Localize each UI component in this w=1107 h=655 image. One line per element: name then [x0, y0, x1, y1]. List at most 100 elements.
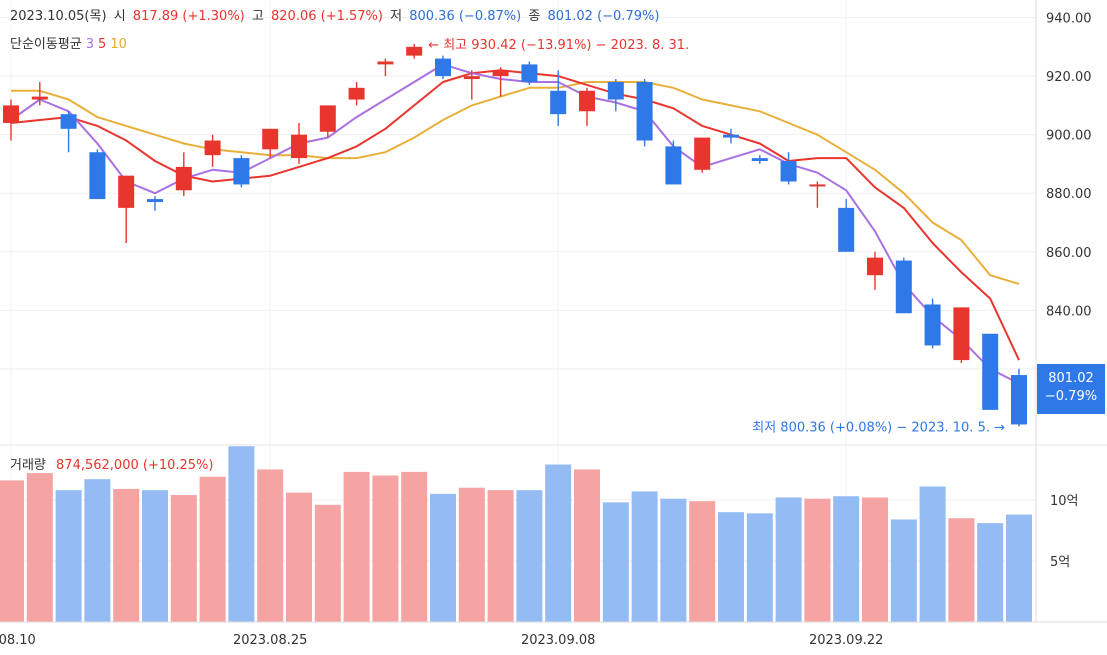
candle-body — [147, 199, 163, 203]
volume-bar — [545, 464, 572, 622]
volume-bar — [142, 490, 168, 622]
volume-bar — [804, 498, 831, 622]
volume-value: 874,562,000 (+10.25%) — [56, 458, 214, 473]
volume-bar — [113, 488, 140, 622]
candle-body — [867, 257, 883, 276]
candle-body — [291, 134, 307, 159]
price-tick-label: 840.00 — [1046, 304, 1092, 319]
volume-bar — [689, 501, 716, 622]
candle-body — [953, 307, 970, 361]
ma5-line — [10, 69, 1020, 361]
candle-body — [31, 96, 48, 100]
candle-body — [809, 184, 826, 187]
candle-body — [435, 58, 451, 77]
volume-bar — [574, 469, 600, 622]
candle-body — [377, 61, 394, 65]
price-tick-label: 880.00 — [1046, 187, 1092, 202]
candle-body — [694, 137, 711, 170]
volume-bar — [660, 498, 687, 622]
candle-body — [118, 175, 135, 208]
candle-body — [579, 90, 595, 112]
volume-bar — [372, 475, 399, 622]
volume-bar — [343, 471, 370, 622]
candle-body — [636, 81, 653, 141]
candle-body — [780, 161, 797, 182]
low-label: 저 — [390, 9, 403, 24]
header-date: 2023.10.05(목) — [10, 9, 107, 24]
candle-body — [89, 152, 106, 200]
candle-body — [175, 166, 192, 191]
candle-body — [204, 140, 221, 156]
volume-bar — [919, 486, 946, 622]
x-tick-label: 2023.09.22 — [809, 633, 883, 648]
price-tick-label: 920.00 — [1046, 70, 1092, 85]
candle-body — [895, 260, 912, 314]
volume-bar — [1006, 514, 1032, 622]
volume-bar — [977, 523, 1004, 622]
volume-tick-label: 5억 — [1050, 555, 1070, 570]
current-price-tag: 801.02 −0.79% — [1037, 364, 1105, 414]
candle-body — [3, 105, 19, 123]
candle-body — [1011, 375, 1027, 425]
candle-body — [982, 333, 999, 410]
low-value: 800.36 (−0.87%) — [409, 9, 522, 24]
price-tick-label: 940.00 — [1046, 12, 1092, 27]
volume-bar — [257, 469, 284, 622]
volume-bar — [26, 473, 53, 622]
current-price-change: −0.79% — [1044, 389, 1098, 404]
high-annotation: ← 최고 930.42 (−13.91%) − 2023. 8. 31. — [428, 38, 689, 53]
candle-body — [665, 146, 682, 185]
volume-bar — [890, 519, 917, 622]
ma10-line — [11, 81, 1020, 285]
ma5-legend: 5 — [98, 37, 107, 52]
candle-body — [521, 64, 538, 82]
x-tick-label: 2023.09.08 — [521, 633, 595, 648]
volume-bar — [516, 490, 543, 622]
volume-bar — [833, 496, 860, 622]
volume-bar — [430, 493, 456, 622]
volume-legend: 거래량 874,562,000 (+10.25%) — [10, 454, 213, 473]
volume-bar — [718, 512, 744, 622]
volume-bar — [401, 471, 428, 622]
candle-body — [406, 46, 423, 56]
x-tick-label: 2023.08.25 — [233, 633, 307, 648]
volume-bar — [199, 476, 226, 622]
close-label: 종 — [528, 9, 541, 24]
ma3-line — [10, 63, 1020, 385]
price-tick-label: 900.00 — [1046, 129, 1092, 144]
volume-bar — [55, 490, 82, 622]
volume-bar — [746, 513, 773, 622]
volume-label: 거래량 — [10, 458, 46, 473]
candle-body — [492, 70, 509, 77]
candle-body — [60, 114, 77, 129]
volume-bar — [775, 497, 802, 622]
volume-bar — [84, 479, 111, 622]
candle-body — [924, 304, 941, 346]
open-label: 시 — [113, 9, 126, 24]
candle-body — [233, 158, 250, 185]
low-annotation: 최저 800.36 (+0.08%) − 2023. 10. 5. → — [752, 420, 1005, 435]
open-value: 817.89 (+1.30%) — [132, 9, 245, 24]
volume-tick-label: 10억 — [1050, 494, 1079, 509]
high-label: 고 — [251, 9, 264, 24]
ma10-legend: 10 — [110, 37, 127, 52]
candle-body — [550, 90, 567, 115]
price-tick-label: 860.00 — [1046, 246, 1092, 261]
volume-bar — [631, 491, 658, 622]
candle-body — [838, 207, 855, 252]
volume-bar — [314, 504, 341, 622]
current-price-value: 801.02 — [1048, 371, 1094, 386]
volume-bar — [0, 480, 24, 622]
ma-legend: 단순이동평균 3 5 10 — [10, 33, 127, 52]
high-value: 820.06 (+1.57%) — [271, 9, 383, 24]
candle-body — [319, 105, 336, 132]
volume-bar — [170, 495, 197, 622]
candle-body — [262, 128, 279, 150]
volume-bar — [286, 492, 312, 622]
candle-body — [463, 76, 480, 80]
volume-bar — [487, 490, 514, 622]
candle-body — [751, 158, 768, 162]
ma3-legend: 3 — [85, 37, 95, 52]
